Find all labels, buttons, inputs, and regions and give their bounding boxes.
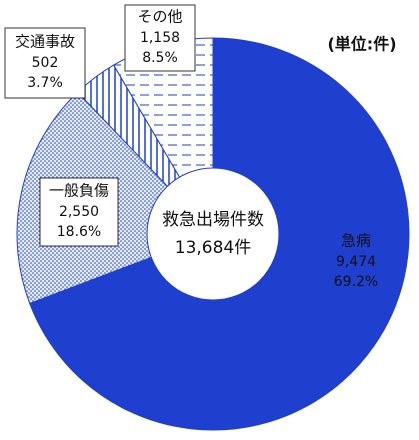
- center-title: 救急出場件数: [162, 210, 264, 230]
- category-label: 急病: [341, 232, 371, 250]
- value-label: 9,474: [336, 254, 376, 270]
- unit-label: (単位:件): [327, 35, 396, 54]
- percent-label: 3.7%: [27, 75, 63, 91]
- donut-hole: [146, 167, 280, 301]
- label-box: [124, 4, 196, 72]
- label-box: [39, 177, 119, 247]
- value-label: 502: [32, 55, 59, 71]
- category-label: 交通事故: [15, 33, 75, 51]
- category-label: その他: [137, 8, 182, 26]
- label-box: [4, 27, 86, 99]
- percent-label: 8.5%: [142, 50, 178, 66]
- value-label: 1,158: [140, 30, 180, 46]
- category-label: 一般負傷: [49, 182, 109, 200]
- center-total: 13,684件: [175, 238, 251, 258]
- percent-label: 69.2%: [334, 274, 378, 290]
- percent-label: 18.6%: [57, 224, 101, 240]
- value-label: 2,550: [59, 204, 99, 220]
